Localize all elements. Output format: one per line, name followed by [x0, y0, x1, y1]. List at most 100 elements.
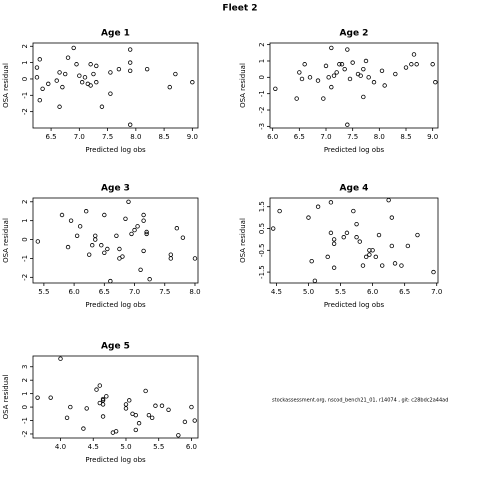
y-tick-label: -2: [21, 274, 29, 281]
point: [341, 235, 346, 240]
point: [108, 91, 113, 96]
point: [132, 227, 137, 233]
point: [315, 78, 321, 83]
point: [37, 57, 42, 62]
y-tick-label: -1: [21, 255, 29, 262]
y-tick-label: -2: [258, 107, 266, 114]
point: [127, 60, 133, 65]
point: [433, 80, 438, 85]
plot-frame: [269, 42, 439, 129]
x-axis-label: Predicted log obs: [324, 301, 385, 309]
point: [331, 265, 337, 270]
y-tick-label: -1: [21, 417, 29, 424]
x-tick-label: 8.5: [159, 133, 170, 141]
point: [116, 66, 122, 72]
point: [153, 403, 158, 408]
x-tick-label: 9.0: [427, 133, 438, 141]
panel-title: Age 3: [101, 184, 130, 194]
y-axis-label: OSA residual: [2, 375, 10, 420]
point: [65, 55, 71, 60]
y-axis-label: OSA residual: [239, 218, 247, 263]
point: [108, 70, 113, 75]
point: [144, 66, 150, 72]
point: [370, 248, 375, 253]
point: [79, 80, 85, 85]
x-tick-label: 7.5: [102, 133, 113, 141]
point: [34, 75, 40, 80]
x-axis-label: Predicted log obs: [85, 146, 146, 154]
x-tick-label: 8.0: [189, 288, 200, 296]
point: [331, 73, 337, 78]
point: [117, 256, 122, 261]
x-tick-label: 7.0: [129, 288, 140, 296]
point: [141, 212, 146, 218]
point: [74, 233, 80, 238]
point: [366, 75, 371, 80]
point: [141, 218, 146, 223]
point: [144, 229, 149, 235]
point: [127, 47, 133, 52]
point: [379, 68, 385, 73]
x-tick-label: 6.5: [399, 288, 410, 296]
point: [345, 122, 350, 127]
point: [315, 204, 321, 209]
point: [35, 239, 41, 244]
panel-title: Age 2: [340, 29, 369, 39]
point: [189, 404, 194, 410]
point: [347, 76, 353, 82]
point: [102, 250, 107, 255]
x-tick-label: 6.5: [99, 288, 110, 296]
point: [405, 243, 411, 249]
x-axis-label: Predicted log obs: [324, 146, 385, 154]
point: [127, 398, 132, 403]
point: [54, 78, 59, 83]
point: [68, 404, 73, 410]
point: [273, 86, 278, 91]
y-tick-label: -1.5: [258, 265, 266, 279]
point: [382, 83, 387, 88]
point: [74, 62, 79, 67]
point: [354, 221, 359, 227]
point: [166, 407, 171, 412]
plot-frame: [269, 197, 439, 284]
y-axis-label: OSA residual: [2, 218, 10, 263]
figure-title: Fleet 2: [222, 4, 257, 14]
x-tick-label: 7.0: [74, 133, 85, 141]
y-tick-label: -1: [21, 92, 29, 99]
point: [135, 224, 140, 229]
point: [40, 86, 45, 91]
point: [99, 243, 104, 248]
y-axis-label: OSA residual: [2, 63, 10, 108]
point: [77, 224, 83, 229]
point: [168, 256, 174, 261]
point: [133, 427, 138, 433]
point: [176, 433, 181, 438]
y-tick-label: 0: [21, 237, 29, 241]
point: [354, 235, 359, 240]
x-tick-label: 7.0: [431, 288, 442, 296]
x-axis-label: Predicted log obs: [85, 301, 146, 309]
point: [309, 259, 314, 264]
point: [363, 254, 369, 260]
point: [57, 70, 62, 75]
x-tick-label: 5.5: [335, 288, 346, 296]
point: [430, 62, 435, 67]
point: [143, 388, 148, 394]
point: [190, 80, 195, 85]
panel-title: Age 1: [101, 29, 130, 39]
point: [99, 104, 105, 109]
x-tick-label: 5.5: [38, 288, 49, 296]
point: [334, 70, 339, 75]
y-tick-label: -1: [258, 90, 266, 97]
point: [173, 71, 178, 77]
point: [331, 241, 337, 246]
point: [58, 356, 63, 361]
point: [104, 394, 109, 399]
point: [93, 233, 98, 238]
point: [77, 73, 82, 78]
point: [123, 402, 129, 407]
footer: stockassessment.org, nscod_bench21_01, r…: [272, 398, 448, 404]
point: [358, 73, 363, 78]
x-tick-label: 5.5: [153, 443, 164, 451]
